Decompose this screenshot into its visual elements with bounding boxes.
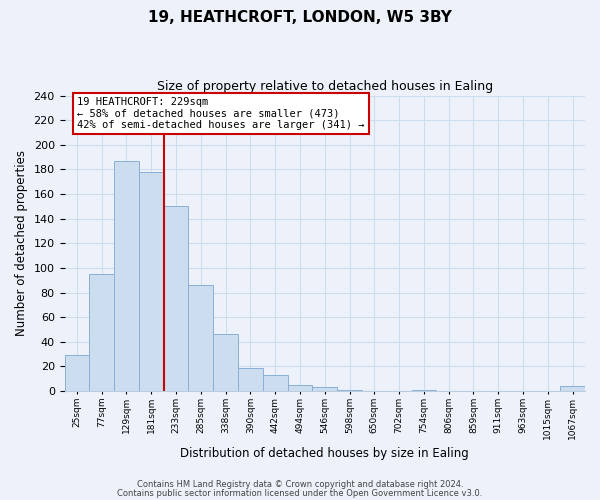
Y-axis label: Number of detached properties: Number of detached properties bbox=[15, 150, 28, 336]
X-axis label: Distribution of detached houses by size in Ealing: Distribution of detached houses by size … bbox=[181, 447, 469, 460]
Bar bbox=[238, 368, 263, 391]
Text: 19 HEATHCROFT: 229sqm
← 58% of detached houses are smaller (473)
42% of semi-det: 19 HEATHCROFT: 229sqm ← 58% of detached … bbox=[77, 97, 364, 130]
Bar bbox=[287, 385, 313, 391]
Bar bbox=[89, 274, 114, 391]
Text: 19, HEATHCROFT, LONDON, W5 3BY: 19, HEATHCROFT, LONDON, W5 3BY bbox=[148, 10, 452, 25]
Bar bbox=[412, 390, 436, 391]
Text: Contains public sector information licensed under the Open Government Licence v3: Contains public sector information licen… bbox=[118, 488, 482, 498]
Title: Size of property relative to detached houses in Ealing: Size of property relative to detached ho… bbox=[157, 80, 493, 93]
Bar bbox=[313, 388, 337, 391]
Bar bbox=[139, 172, 164, 391]
Bar bbox=[337, 390, 362, 391]
Bar bbox=[114, 161, 139, 391]
Bar bbox=[188, 285, 213, 391]
Bar bbox=[65, 356, 89, 391]
Text: Contains HM Land Registry data © Crown copyright and database right 2024.: Contains HM Land Registry data © Crown c… bbox=[137, 480, 463, 489]
Bar bbox=[213, 334, 238, 391]
Bar bbox=[164, 206, 188, 391]
Bar bbox=[560, 386, 585, 391]
Bar bbox=[263, 375, 287, 391]
